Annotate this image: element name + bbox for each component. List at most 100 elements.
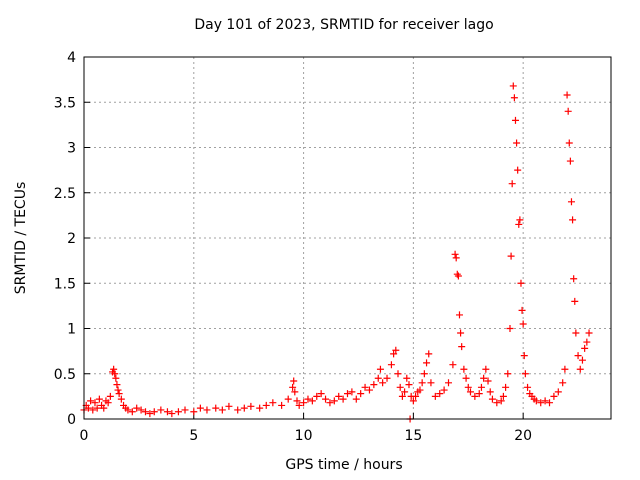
data-point: [431, 392, 439, 400]
data-point: [163, 408, 171, 416]
data-point: [572, 329, 580, 337]
y-tick-label: 3.5: [54, 95, 76, 111]
data-point: [91, 399, 99, 407]
data-point: [445, 379, 453, 387]
data-point: [506, 325, 514, 332]
data-point: [290, 377, 298, 385]
data-point: [520, 352, 528, 360]
data-point: [203, 406, 211, 414]
x-tick-label: 20: [514, 428, 532, 444]
data-point: [240, 404, 248, 412]
data-point: [566, 157, 574, 165]
data-point: [452, 254, 460, 262]
data-point: [112, 374, 120, 382]
y-tick-label: 0: [67, 412, 76, 428]
data-point: [87, 397, 95, 405]
data-point: [396, 383, 404, 391]
data-point: [289, 383, 297, 391]
data-point: [357, 390, 365, 398]
y-tick-label: 1.5: [54, 276, 76, 292]
y-tick-label: 4: [67, 50, 76, 66]
data-point: [141, 408, 149, 416]
data-point: [513, 139, 521, 147]
data-point: [330, 397, 338, 405]
data-point: [521, 370, 529, 378]
data-point: [124, 406, 132, 414]
data-point: [497, 397, 505, 405]
data-point: [390, 350, 398, 358]
data-point: [420, 370, 428, 378]
data-point: [460, 365, 468, 373]
data-point: [313, 392, 321, 400]
data-point: [516, 216, 524, 224]
grid-lines: [84, 57, 611, 419]
data-point: [256, 404, 264, 412]
data-point: [455, 311, 463, 319]
data-point: [583, 338, 591, 346]
data-point: [392, 346, 400, 354]
data-point: [563, 91, 571, 99]
data-point: [480, 374, 488, 382]
x-tick-label: 10: [295, 428, 313, 444]
data-point: [196, 404, 204, 412]
data-point: [561, 365, 569, 373]
data-point: [569, 216, 577, 224]
data-point: [466, 388, 474, 396]
y-tick-label: 2: [67, 231, 76, 247]
data-point: [425, 350, 433, 358]
data-point: [423, 359, 431, 367]
data-point: [454, 272, 462, 280]
data-point: [554, 388, 562, 396]
data-point: [585, 329, 593, 337]
data-point: [517, 279, 525, 287]
data-point: [532, 397, 540, 405]
data-point: [225, 402, 233, 410]
data-point: [376, 365, 384, 373]
data-point: [115, 390, 123, 398]
data-point: [515, 220, 523, 228]
data-point: [409, 397, 417, 405]
data-point: [146, 410, 154, 418]
data-point: [322, 395, 330, 403]
data-point: [449, 361, 457, 369]
data-point: [475, 390, 483, 398]
data-point: [570, 275, 578, 283]
data-point: [453, 270, 461, 278]
data-point: [486, 388, 494, 396]
data-point: [458, 343, 466, 351]
data-point: [317, 390, 325, 398]
y-tick-label: 3: [67, 141, 76, 157]
data-point: [84, 404, 92, 412]
data-point: [234, 406, 242, 414]
data-point: [190, 408, 198, 416]
data-point: [293, 397, 301, 405]
data-point: [218, 406, 226, 414]
data-point: [335, 392, 343, 400]
data-point: [308, 397, 316, 405]
data-point: [370, 381, 378, 389]
data-point: [157, 406, 165, 414]
data-point: [482, 365, 490, 373]
data-point: [110, 365, 118, 373]
data-point: [374, 374, 382, 382]
data-point: [581, 344, 589, 352]
x-axis-label: GPS time / hours: [285, 457, 403, 473]
data-point: [128, 408, 136, 416]
data-point: [546, 399, 554, 407]
y-tick-label: 0.5: [54, 367, 76, 383]
data-point: [387, 361, 395, 369]
axis-ticks: 0 5 10 15 20 0 0.5 1 1.5 2 2.5 3 3.5 4: [54, 50, 532, 444]
data-point: [509, 82, 517, 90]
data-point: [508, 180, 516, 188]
data-point: [269, 399, 277, 407]
data-point: [510, 94, 518, 102]
data-point: [499, 392, 507, 400]
data-point: [541, 397, 549, 405]
data-point: [405, 381, 413, 389]
data-points: [80, 82, 593, 423]
data-point: [106, 392, 114, 400]
data-point: [550, 392, 558, 400]
data-point: [95, 395, 103, 403]
data-point: [262, 401, 270, 409]
data-point: [93, 404, 101, 412]
